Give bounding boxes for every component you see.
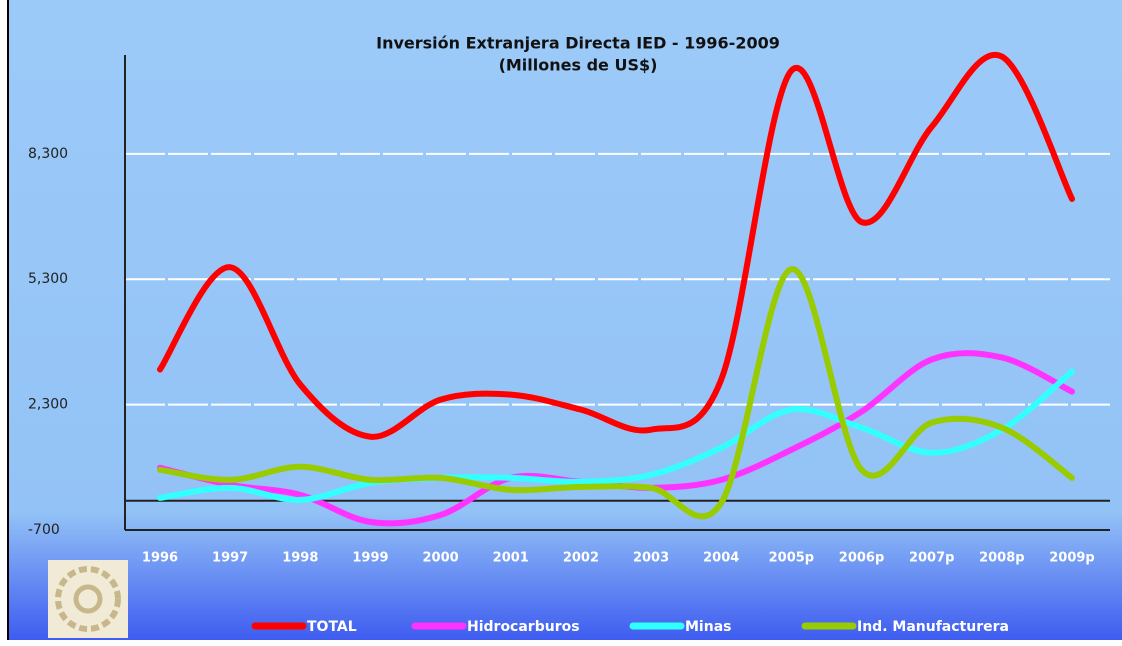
x-tick-label: 2004: [703, 551, 739, 566]
x-tick-label: 2002: [563, 551, 599, 566]
chart-title: Inversión Extranjera Directa IED - 1996-…: [376, 34, 780, 53]
chart-subtitle: (Millones de US$): [499, 56, 658, 75]
series-line: [157, 51, 1075, 440]
y-tick-label: -700: [28, 522, 60, 538]
y-tick-label: 2,300: [28, 397, 68, 413]
x-tick-label: 2000: [423, 551, 459, 566]
x-tick-label: 1999: [352, 551, 388, 566]
x-tick-label: 2003: [633, 551, 669, 566]
x-tick-label: 1996: [142, 551, 178, 566]
x-tick-label: 2007p: [909, 551, 955, 566]
x-tick-label: 1997: [212, 551, 248, 566]
x-tick-label: 2006p: [839, 551, 885, 566]
x-tick-label: 2009p: [1049, 551, 1095, 566]
x-tick-label: 2005p: [769, 551, 815, 566]
x-tick-label: 1998: [282, 551, 318, 566]
background: [8, 0, 1122, 640]
series-line: [157, 266, 1075, 520]
logo: [48, 560, 128, 638]
legend-label: Ind. Manufacturera: [857, 619, 1009, 635]
legend-label: Hidrocarburos: [467, 619, 580, 635]
x-tick-label: 2001: [493, 551, 529, 566]
legend-label: Minas: [685, 619, 731, 635]
y-tick-label: 8,300: [28, 146, 68, 162]
y-tick-label: 5,300: [28, 271, 68, 287]
legend-label: TOTAL: [307, 619, 357, 635]
series-line: [157, 368, 1075, 503]
x-tick-label: 2008p: [979, 551, 1025, 566]
